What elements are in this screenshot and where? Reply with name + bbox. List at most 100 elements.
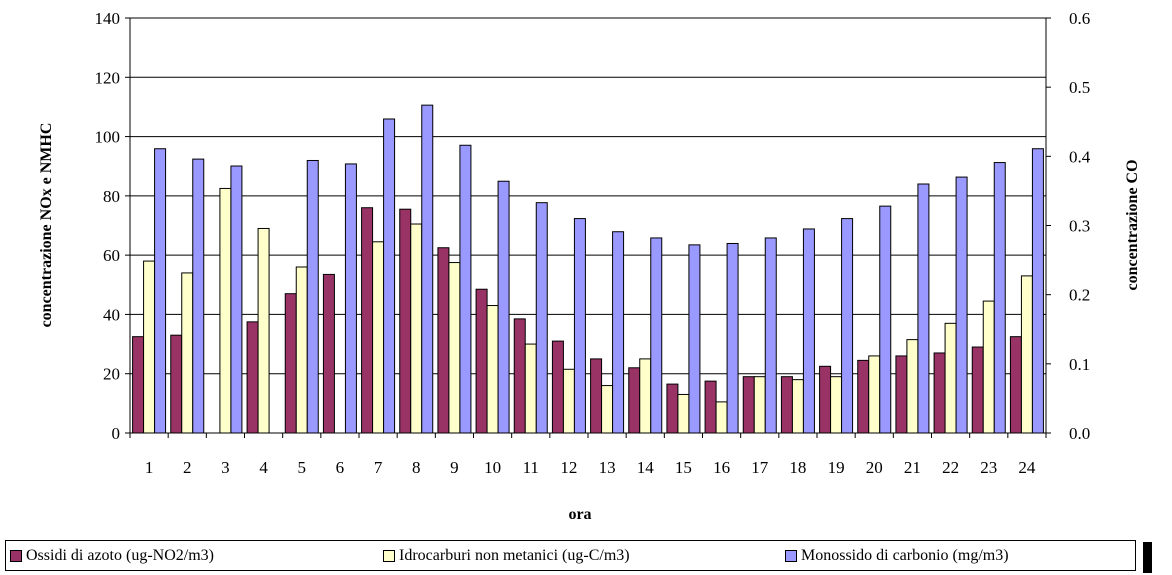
bar-ossidi-21 (895, 355, 908, 434)
bar-idrocarburi-10 (486, 305, 499, 434)
bar-monossido-22 (955, 176, 968, 434)
bar-monossido-21 (917, 183, 930, 434)
bar-ossidi-11 (513, 318, 526, 434)
y-tick-label-right: 0.2 (1069, 286, 1090, 305)
bar-monossido-13 (612, 231, 625, 434)
bar-ossidi-18 (780, 376, 793, 434)
x-tick-label: 3 (221, 458, 230, 477)
bar-idrocarburi-16 (715, 401, 728, 434)
x-tick-label: 4 (259, 458, 268, 477)
y-tick-label-left: 140 (95, 9, 121, 28)
bar-monossido-8 (421, 104, 434, 434)
bar-ossidi-6 (322, 273, 335, 434)
x-tick-label: 1 (145, 458, 154, 477)
bars (132, 104, 1044, 434)
bar-ossidi-7 (361, 207, 374, 434)
bar-monossido-2 (192, 158, 205, 434)
bar-idrocarburi-1 (143, 260, 156, 434)
bar-ossidi-9 (437, 247, 450, 434)
y-tick-label-left: 20 (103, 365, 120, 384)
bar-ossidi-22 (933, 352, 946, 434)
x-tick-label: 24 (1018, 458, 1036, 477)
bar-idrocarburi-13 (601, 385, 614, 434)
bar-monossido-11 (535, 202, 548, 434)
bar-idrocarburi-24 (1020, 275, 1033, 434)
bar-idrocarburi-19 (830, 376, 843, 434)
x-tick-label: 6 (336, 458, 345, 477)
tick-marks (125, 17, 1051, 438)
x-tick-label: 10 (484, 458, 501, 477)
bar-ossidi-14 (628, 367, 641, 434)
chart: 0204060801001201400.00.10.20.30.40.50.61… (38, 9, 1141, 523)
x-tick-label: 18 (789, 458, 806, 477)
bar-monossido-12 (573, 218, 586, 434)
bar-monossido-18 (802, 228, 815, 434)
x-tick-label: 20 (866, 458, 883, 477)
bar-idrocarburi-7 (372, 241, 385, 434)
bar-monossido-16 (726, 242, 739, 434)
bar-monossido-14 (650, 237, 663, 434)
bar-idrocarburi-11 (524, 343, 537, 434)
bar-ossidi-4 (246, 321, 259, 434)
x-tick-label: 2 (183, 458, 192, 477)
x-tick-label: 7 (374, 458, 383, 477)
bar-idrocarburi-8 (410, 223, 423, 434)
bar-monossido-23 (993, 162, 1006, 434)
y-tick-label-right: 0.3 (1069, 217, 1090, 236)
bar-ossidi-12 (551, 340, 564, 434)
bar-ossidi-8 (399, 208, 412, 434)
y-tick-label-right: 0.1 (1069, 355, 1090, 374)
bar-monossido-17 (764, 237, 777, 434)
bar-monossido-3 (230, 165, 243, 434)
bar-ossidi-23 (971, 346, 984, 434)
legend: Ossidi di azoto (ug-NO2/m3) Idrocarburi … (5, 540, 1136, 571)
bar-idrocarburi-20 (868, 355, 881, 434)
bar-ossidi-19 (819, 365, 832, 434)
bar-ossidi-5 (284, 293, 297, 434)
x-tick-label: 21 (904, 458, 921, 477)
y-tick-label-right: 0.6 (1069, 9, 1090, 28)
bar-monossido-15 (688, 244, 701, 434)
bar-monossido-20 (879, 205, 892, 434)
bar-idrocarburi-3 (219, 187, 232, 434)
bar-idrocarburi-4 (257, 227, 270, 434)
bar-idrocarburi-15 (677, 393, 690, 434)
x-tick-label: 11 (523, 458, 539, 477)
x-tick-label: 22 (942, 458, 959, 477)
bar-idrocarburi-12 (562, 368, 575, 434)
x-tick-label: 14 (637, 458, 655, 477)
x-tick-label: 17 (751, 458, 769, 477)
x-tick-label: 8 (412, 458, 421, 477)
bar-idrocarburi-14 (639, 358, 652, 434)
legend-swatch-monossido (785, 550, 797, 562)
bar-ossidi-24 (1009, 336, 1022, 434)
bar-monossido-1 (154, 148, 167, 434)
legend-item-idrocarburi: Idrocarburi non metanici (ug-C/m3) (383, 547, 630, 565)
legend-label-ossidi: Ossidi di azoto (ug-NO2/m3) (26, 547, 214, 564)
bar-monossido-9 (459, 144, 472, 434)
bar-ossidi-2 (170, 334, 183, 434)
x-tick-label: 15 (675, 458, 692, 477)
y-tick-label-left: 40 (103, 305, 120, 324)
corner-mark (1143, 542, 1152, 573)
y-tick-label-left: 100 (95, 128, 121, 147)
bar-monossido-19 (841, 218, 854, 434)
bar-ossidi-15 (666, 383, 679, 434)
legend-item-ossidi: Ossidi di azoto (ug-NO2/m3) (10, 547, 214, 565)
bar-ossidi-1 (132, 336, 145, 434)
x-tick-label: 5 (298, 458, 307, 477)
y-axis-label-right: concentrazione CO (1124, 159, 1141, 290)
legend-swatch-idrocarburi (383, 550, 395, 562)
bar-ossidi-17 (742, 376, 755, 434)
gridlines (130, 17, 1046, 375)
y-tick-label-right: 0.4 (1069, 147, 1091, 166)
legend-item-monossido: Monossido di carbonio (mg/m3) (785, 547, 1009, 565)
x-tick-label: 13 (599, 458, 616, 477)
bar-monossido-10 (497, 180, 510, 434)
legend-label-idrocarburi: Idrocarburi non metanici (ug-C/m3) (399, 547, 630, 564)
x-tick-label: 23 (980, 458, 997, 477)
y-tick-label-right: 0.5 (1069, 78, 1090, 97)
x-tick-label: 12 (560, 458, 577, 477)
x-tick-label: 16 (713, 458, 730, 477)
bar-monossido-5 (306, 159, 319, 434)
